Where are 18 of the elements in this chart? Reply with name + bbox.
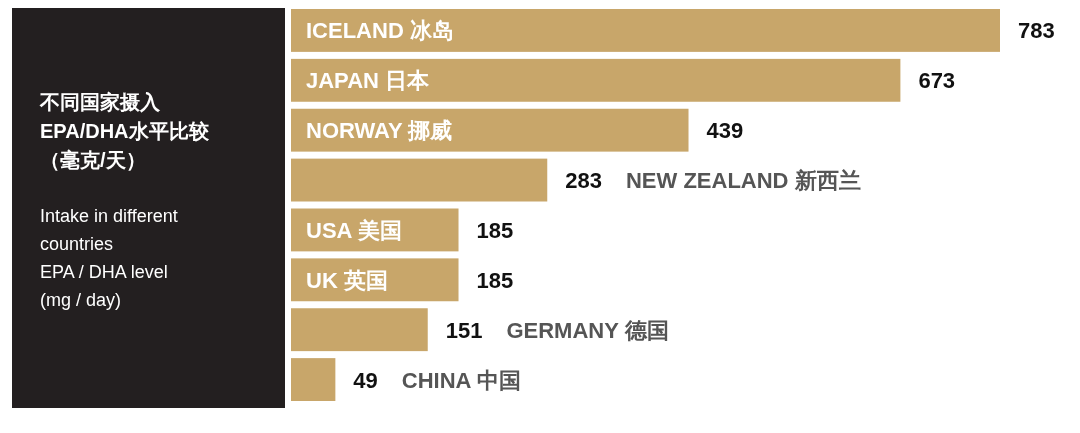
y-tick-label: JAPAN 日本 [306, 68, 431, 94]
y-tick-label: UK 英国 [306, 267, 388, 293]
data-label: 49 [353, 367, 378, 393]
y-tick-label: NORWAY 挪威 [306, 118, 453, 144]
y-tick-label: GERMANY 德国 [506, 317, 669, 343]
data-label: 185 [476, 267, 514, 293]
y-tick-label: ICELAND 冰岛 [306, 18, 454, 44]
data-label: 151 [445, 317, 483, 343]
data-label: 283 [565, 168, 602, 194]
data-label: 673 [918, 68, 956, 94]
data-label: 783 [1018, 18, 1055, 44]
data-label: 185 [476, 217, 514, 243]
data-label: 439 [706, 118, 744, 144]
y-tick-label: USA 美国 [306, 217, 402, 243]
text: Intake in different countries EPA / DHA level (mg / day) [40, 205, 179, 312]
y-tick-label: CHINA 中国 [401, 367, 521, 393]
text: 不同国家摄入EPA/DHA水平比较（毫克/天） [40, 90, 210, 173]
y-tick-label: NEW ZEALAND 新西兰 [625, 168, 861, 194]
